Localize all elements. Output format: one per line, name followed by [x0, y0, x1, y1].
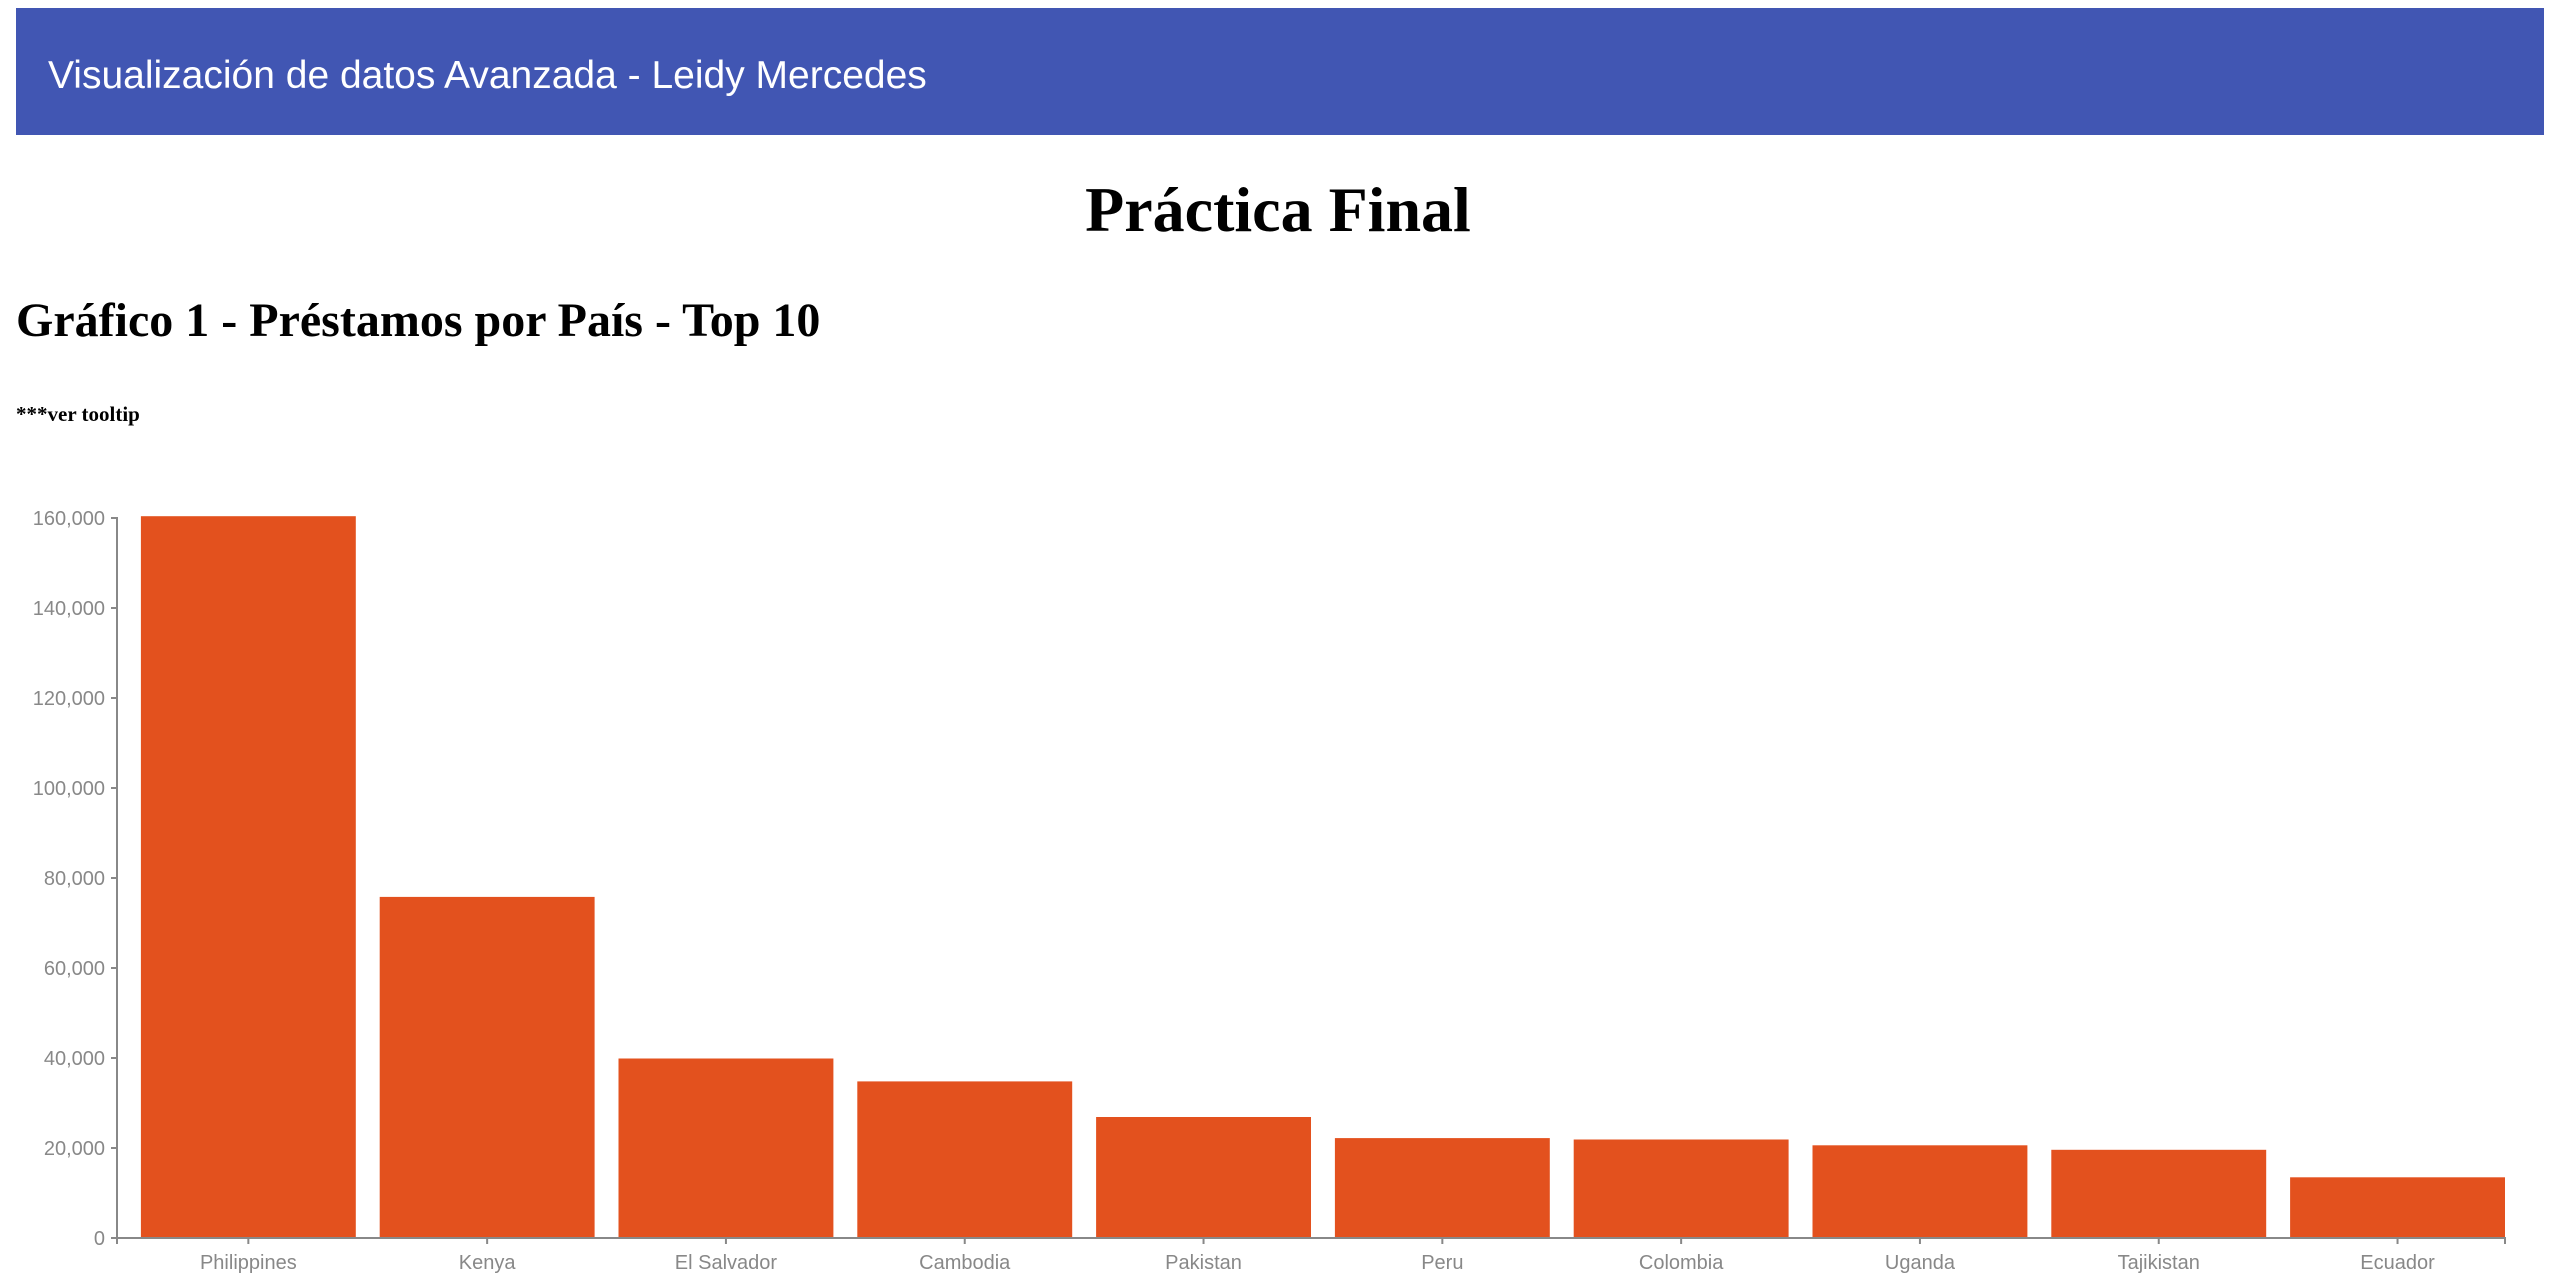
app-title: Visualización de datos Avanzada - Leidy … — [48, 54, 927, 97]
y-tick-label: 0 — [94, 1228, 105, 1250]
bar-cambodia[interactable] — [857, 1081, 1073, 1238]
x-tick-label: El Salvador — [675, 1252, 778, 1274]
x-tick-label: Cambodia — [919, 1252, 1011, 1274]
bar-peru[interactable] — [1334, 1138, 1550, 1238]
y-axis: 0 20,000 40,000 60,000 80,000 100,000 120,000 1… — [33, 508, 118, 1250]
x-tick-label: Philippines — [200, 1252, 297, 1274]
x-tick-label: Ecuador — [2360, 1252, 2435, 1274]
x-tick-label: Pakistan — [1165, 1252, 1242, 1274]
bar-kenya[interactable] — [379, 896, 595, 1238]
x-axis-line — [116, 1237, 2506, 1244]
tooltip-note: ***ver tooltip — [16, 402, 140, 426]
x-axis: Philippines Kenya El Salvador Cambodia Pakis… — [116, 1237, 2506, 1274]
y-tick-label: 40,000 — [44, 1048, 105, 1070]
y-tick-label: 140,000 — [33, 598, 105, 620]
y-tick-label: 60,000 — [44, 958, 105, 980]
x-tick-label: Uganda — [1885, 1252, 1956, 1274]
page-title: Práctica Final — [1085, 174, 1471, 245]
x-tick-label: Kenya — [459, 1252, 517, 1274]
y-tick-label: 20,000 — [44, 1138, 105, 1160]
bar-uganda[interactable] — [1812, 1145, 2028, 1238]
bar-el-salvador[interactable] — [618, 1058, 834, 1239]
y-tick-label: 160,000 — [33, 508, 105, 530]
bar-colombia[interactable] — [1573, 1139, 1789, 1239]
y-tick-label: 100,000 — [33, 778, 105, 800]
x-tick-label: Tajikistan — [2118, 1252, 2200, 1274]
bar-tajikistan[interactable] — [2051, 1149, 2267, 1238]
x-tick-label: Peru — [1421, 1252, 1463, 1274]
y-tick-label: 120,000 — [33, 688, 105, 710]
bar-philippines[interactable] — [140, 516, 356, 1238]
bars-group — [140, 516, 2505, 1239]
app-header: Visualización de datos Avanzada - Leidy … — [16, 8, 2544, 135]
chart-heading: Gráfico 1 - Préstamos por País - Top 10 — [16, 294, 821, 347]
bar-ecuador[interactable] — [2290, 1177, 2505, 1239]
x-tick-label: Colombia — [1639, 1252, 1724, 1274]
bar-pakistan[interactable] — [1096, 1117, 1311, 1238]
y-tick-label: 80,000 — [44, 868, 105, 890]
